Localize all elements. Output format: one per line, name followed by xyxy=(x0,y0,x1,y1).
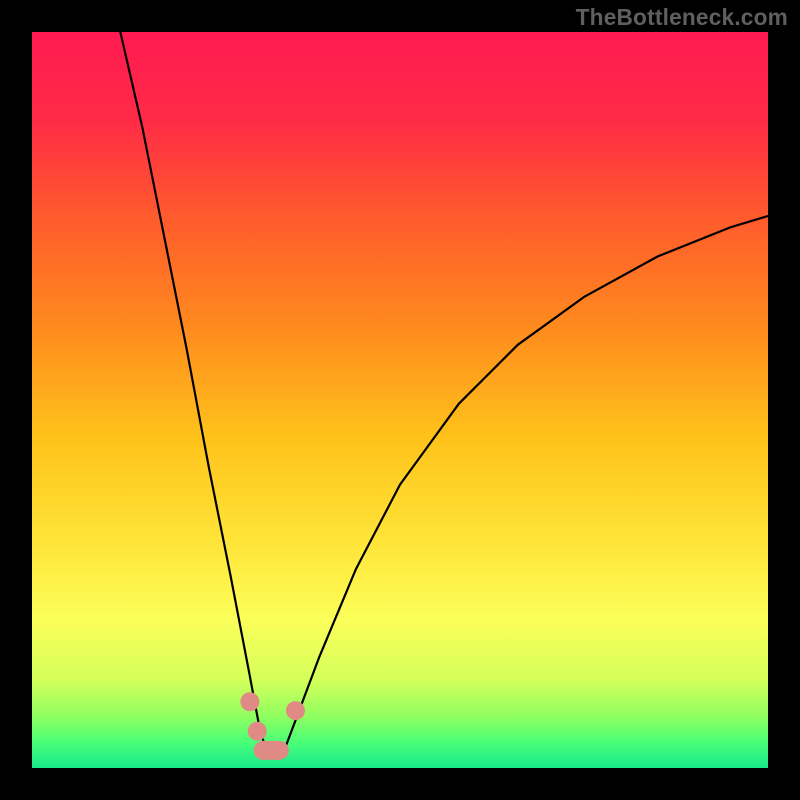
marker-dot-1 xyxy=(248,722,267,741)
gradient-background xyxy=(32,32,768,768)
marker-dot-3 xyxy=(286,701,305,720)
bottleneck-curve-plot xyxy=(0,0,800,800)
marker-dot-0 xyxy=(240,692,259,711)
chart-canvas: TheBottleneck.com xyxy=(0,0,800,800)
